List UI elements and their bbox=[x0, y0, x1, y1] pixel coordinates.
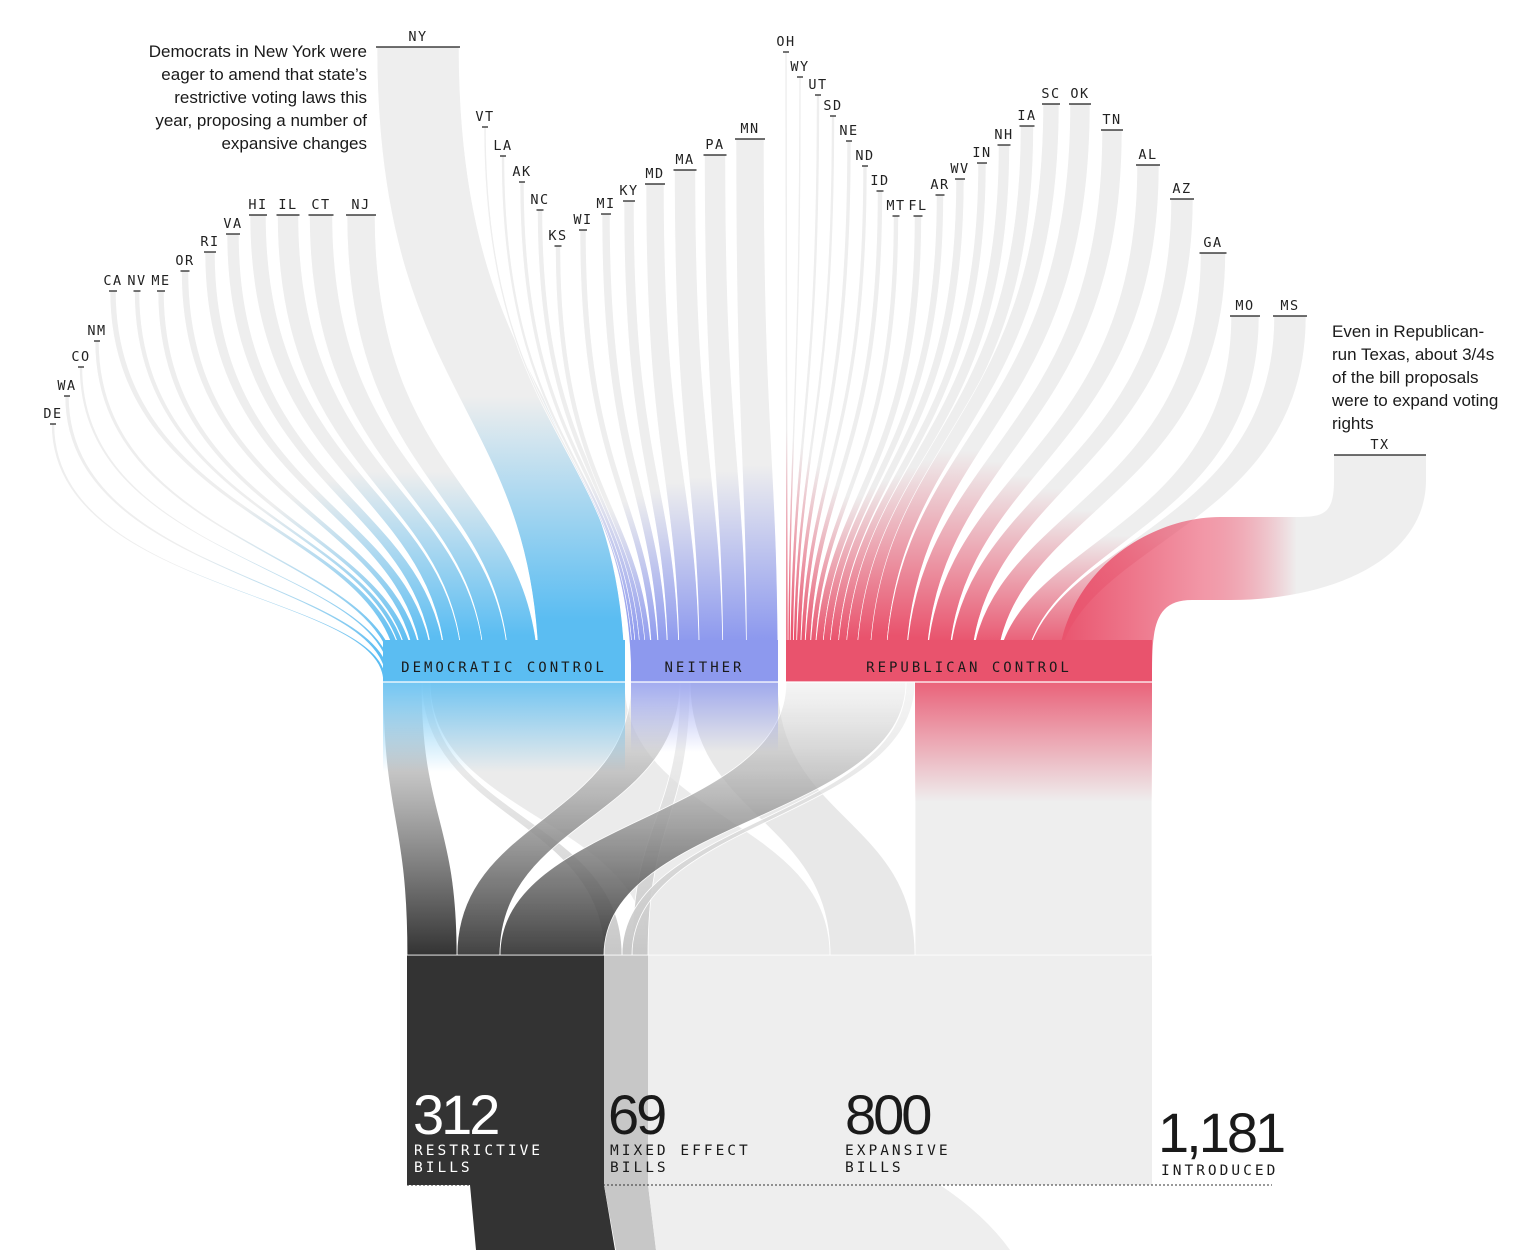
state-label-la: LA bbox=[493, 138, 512, 154]
state-label-mt: MT bbox=[886, 198, 905, 214]
neither-tint bbox=[631, 682, 778, 752]
state-label-nh: NH bbox=[994, 127, 1013, 143]
annotation-texas: Even in Republican-run Texas, about 3/4s… bbox=[1332, 322, 1499, 433]
control-bar: DEMOCRATIC CONTROL NEITHER REPUBLICAN CONT… bbox=[383, 640, 1152, 683]
expansive-value: 800 bbox=[845, 1083, 930, 1146]
state-label-ky: KY bbox=[619, 183, 638, 199]
dem-tint bbox=[383, 682, 625, 772]
state-label-mn: MN bbox=[740, 121, 759, 137]
restrictive-label-line-1: RESTRICTIVE bbox=[414, 1143, 543, 1159]
state-label-wi: WI bbox=[573, 212, 592, 228]
state-label-hi: HI bbox=[248, 197, 267, 213]
state-label-ma: MA bbox=[675, 152, 694, 168]
mid-flow-rep-mixed bbox=[621, 681, 916, 956]
state-label-ne: NE bbox=[839, 123, 858, 139]
rep-tint bbox=[915, 682, 1152, 802]
state-label-sc: SC bbox=[1041, 86, 1060, 102]
state-label-ak: AK bbox=[512, 164, 531, 180]
state-label-de: DE bbox=[43, 406, 62, 422]
outcome-blocks bbox=[407, 954, 1152, 1250]
state-label-tn: TN bbox=[1102, 112, 1121, 128]
mixed-label-line-1: MIXED EFFECT bbox=[610, 1143, 751, 1159]
state-label-wa: WA bbox=[57, 378, 76, 394]
state-label-al: AL bbox=[1138, 147, 1157, 163]
state-label-oh: OH bbox=[776, 34, 795, 50]
state-label-nd: ND bbox=[855, 148, 874, 164]
state-label-nc: NC bbox=[530, 192, 549, 208]
state-label-ok: OK bbox=[1070, 86, 1089, 102]
state-label-co: CO bbox=[71, 349, 90, 365]
outcome-block-mixed bbox=[604, 955, 648, 1185]
outcome-block-restrictive bbox=[407, 955, 604, 1185]
expansive-label-line-1: EXPANSIVE bbox=[845, 1143, 951, 1159]
annotation-new-york: Democrats in New York were eager to amen… bbox=[148, 42, 367, 153]
state-label-sd: SD bbox=[823, 98, 842, 114]
outcome-tail-restrictive bbox=[470, 1185, 615, 1250]
state-label-nj: NJ bbox=[351, 197, 370, 213]
control-block-neither bbox=[631, 640, 778, 682]
state-label-mo: MO bbox=[1235, 298, 1254, 314]
mid-flow-dem-mixed bbox=[421, 681, 623, 956]
state-label-fl: FL bbox=[908, 198, 927, 214]
outcome-tail-mixed bbox=[604, 1185, 656, 1250]
state-label-nm: NM bbox=[87, 323, 106, 339]
state-label-ca: CA bbox=[103, 273, 122, 289]
state-label-il: IL bbox=[278, 197, 297, 213]
control-label-neither: NEITHER bbox=[664, 660, 744, 676]
total-value: 1,181 bbox=[1158, 1101, 1284, 1164]
state-label-vt: VT bbox=[475, 109, 494, 125]
control-block-rep bbox=[786, 640, 1152, 682]
state-label-tx: TX bbox=[1370, 437, 1389, 453]
state-label-ia: IA bbox=[1017, 108, 1036, 124]
state-label-ms: MS bbox=[1280, 298, 1299, 314]
state-label-ri: RI bbox=[200, 234, 219, 250]
state-flow-tx bbox=[1056, 455, 1426, 682]
restrictive-value: 312 bbox=[413, 1083, 498, 1146]
state-label-va: VA bbox=[223, 216, 242, 232]
control-block-dem bbox=[383, 640, 625, 682]
state-label-me: ME bbox=[151, 273, 170, 289]
state-label-id: ID bbox=[870, 173, 889, 189]
state-label-wy: WY bbox=[790, 59, 809, 75]
state-label-in: IN bbox=[972, 145, 991, 161]
control-label-rep: REPUBLICAN CONTROL bbox=[866, 660, 1072, 676]
state-label-ar: AR bbox=[930, 177, 949, 193]
restrictive-label-line-2: BILLS bbox=[414, 1160, 473, 1176]
state-label-az: AZ bbox=[1172, 181, 1191, 197]
state-label-mi: MI bbox=[596, 196, 615, 212]
state-label-nv: NV bbox=[127, 273, 146, 289]
expansive-label-line-2: BILLS bbox=[845, 1160, 904, 1176]
mid-flow-rep-restrictive bbox=[499, 681, 907, 956]
state-label-md: MD bbox=[645, 166, 664, 182]
state-label-pa: PA bbox=[705, 137, 724, 153]
mixed-label-line-2: BILLS bbox=[610, 1160, 669, 1176]
control-label-dem: DEMOCRATIC CONTROL bbox=[401, 660, 607, 676]
state-label-ut: UT bbox=[808, 77, 827, 93]
state-flows bbox=[51, 46, 1426, 683]
mixed-value: 69 bbox=[608, 1083, 665, 1146]
state-label-ct: CT bbox=[311, 197, 330, 213]
state-flow-oh bbox=[784, 51, 789, 683]
outcome-tail-expansive bbox=[648, 1185, 1010, 1250]
state-label-ks: KS bbox=[548, 228, 567, 244]
state-label-ga: GA bbox=[1203, 235, 1222, 251]
mid-flows bbox=[382, 681, 1153, 956]
outcome-block-expansive bbox=[604, 955, 1152, 1185]
outcome-labels: 312 RESTRICTIVE BILLS 69 MIXED EFFECT BI… bbox=[407, 1083, 1287, 1186]
state-label-or: OR bbox=[175, 253, 194, 269]
total-label: INTRODUCED bbox=[1161, 1163, 1278, 1179]
state-label-wv: WV bbox=[950, 161, 969, 177]
state-label-ny: NY bbox=[408, 29, 427, 45]
